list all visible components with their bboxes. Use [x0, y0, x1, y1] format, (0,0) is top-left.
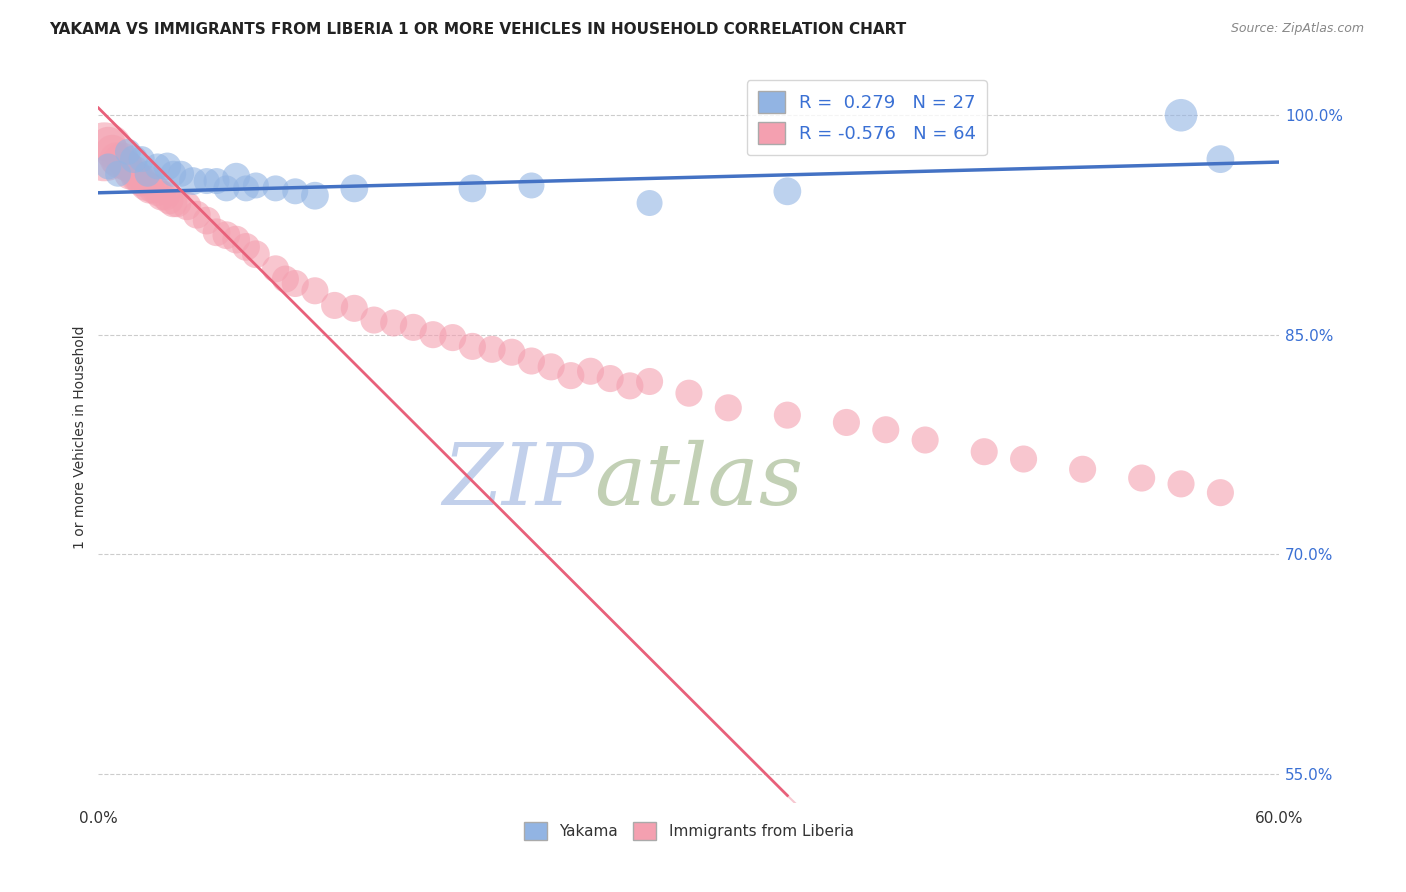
- Point: [122, 152, 145, 166]
- Point: [235, 240, 257, 254]
- Point: [402, 320, 425, 334]
- Point: [540, 359, 562, 374]
- Point: [264, 261, 287, 276]
- Point: [107, 167, 129, 181]
- Point: [264, 181, 287, 195]
- Text: YAKAMA VS IMMIGRANTS FROM LIBERIA 1 OR MORE VEHICLES IN HOUSEHOLD CORRELATION CH: YAKAMA VS IMMIGRANTS FROM LIBERIA 1 OR M…: [49, 22, 907, 37]
- Point: [205, 225, 228, 239]
- Point: [162, 167, 184, 181]
- Point: [973, 444, 995, 458]
- Point: [186, 208, 208, 222]
- Point: [225, 169, 247, 184]
- Point: [107, 155, 129, 169]
- Point: [304, 188, 326, 202]
- Point: [914, 433, 936, 447]
- Point: [284, 184, 307, 198]
- Point: [195, 213, 218, 227]
- Point: [157, 193, 180, 207]
- Y-axis label: 1 or more Vehicles in Household: 1 or more Vehicles in Household: [73, 326, 87, 549]
- Point: [304, 284, 326, 298]
- Point: [343, 301, 366, 316]
- Point: [1209, 152, 1232, 166]
- Point: [146, 160, 169, 174]
- Point: [481, 343, 503, 357]
- Point: [101, 145, 124, 159]
- Point: [195, 174, 218, 188]
- Point: [776, 184, 799, 198]
- Point: [131, 152, 153, 166]
- Text: ZIP: ZIP: [443, 440, 595, 523]
- Point: [579, 364, 602, 378]
- Point: [284, 277, 307, 291]
- Point: [117, 145, 139, 159]
- Point: [97, 160, 120, 174]
- Text: Source: ZipAtlas.com: Source: ZipAtlas.com: [1230, 22, 1364, 36]
- Point: [382, 316, 405, 330]
- Point: [1012, 452, 1035, 467]
- Point: [1170, 108, 1192, 122]
- Point: [97, 137, 120, 152]
- Point: [156, 160, 179, 174]
- Point: [162, 196, 184, 211]
- Point: [155, 188, 177, 202]
- Legend: Yakama, Immigrants from Liberia: Yakama, Immigrants from Liberia: [519, 815, 859, 847]
- Point: [138, 181, 160, 195]
- Point: [127, 169, 149, 184]
- Point: [520, 847, 543, 861]
- Point: [501, 345, 523, 359]
- Point: [678, 386, 700, 401]
- Point: [146, 184, 169, 198]
- Point: [135, 178, 157, 193]
- Point: [1071, 462, 1094, 476]
- Point: [150, 188, 173, 202]
- Point: [560, 368, 582, 383]
- Point: [1170, 476, 1192, 491]
- Point: [875, 423, 897, 437]
- Point: [1209, 485, 1232, 500]
- Point: [142, 181, 165, 195]
- Point: [1130, 471, 1153, 485]
- Point: [166, 196, 188, 211]
- Point: [835, 416, 858, 430]
- Point: [776, 408, 799, 422]
- Point: [170, 167, 193, 181]
- Point: [131, 174, 153, 188]
- Point: [215, 181, 238, 195]
- Point: [181, 174, 204, 188]
- Text: atlas: atlas: [595, 440, 804, 523]
- Point: [717, 401, 740, 415]
- Point: [117, 160, 139, 174]
- Point: [122, 164, 145, 178]
- Point: [461, 339, 484, 353]
- Point: [205, 174, 228, 188]
- Point: [235, 181, 257, 195]
- Point: [638, 196, 661, 211]
- Point: [136, 167, 159, 181]
- Point: [520, 178, 543, 193]
- Point: [274, 272, 297, 286]
- Point: [461, 181, 484, 195]
- Point: [520, 354, 543, 368]
- Point: [638, 375, 661, 389]
- Point: [245, 247, 267, 261]
- Point: [118, 167, 141, 181]
- Point: [93, 145, 115, 159]
- Point: [115, 158, 138, 172]
- Point: [176, 199, 198, 213]
- Point: [111, 152, 134, 166]
- Point: [245, 178, 267, 193]
- Point: [619, 379, 641, 393]
- Point: [323, 298, 346, 312]
- Point: [136, 174, 159, 188]
- Point: [599, 371, 621, 385]
- Point: [343, 181, 366, 195]
- Point: [422, 327, 444, 342]
- Point: [105, 152, 128, 166]
- Point: [215, 228, 238, 243]
- Point: [441, 330, 464, 344]
- Point: [225, 233, 247, 247]
- Point: [125, 169, 148, 184]
- Point: [363, 313, 385, 327]
